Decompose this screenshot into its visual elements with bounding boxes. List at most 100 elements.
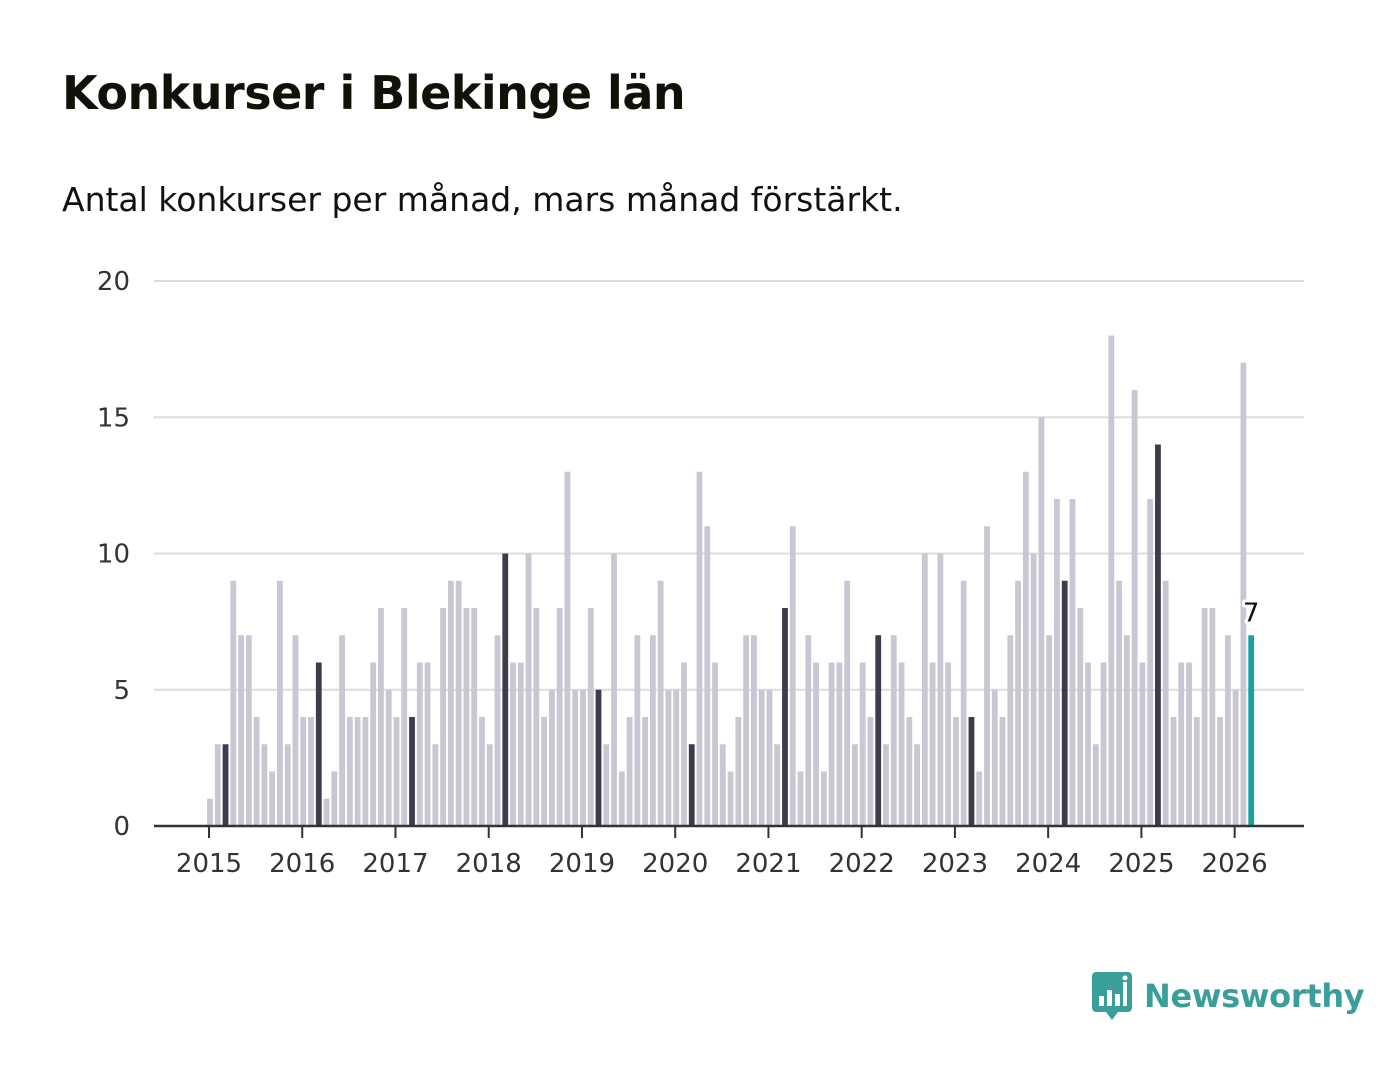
y-tick-label-5: 5	[113, 676, 130, 706]
bar-35	[479, 717, 485, 826]
bar-38	[502, 553, 509, 826]
bar-37	[494, 635, 501, 826]
bar-92	[921, 553, 928, 826]
bar-64	[704, 526, 711, 826]
bar-51	[603, 744, 610, 826]
bar-128	[1201, 608, 1208, 826]
bar-127	[1193, 717, 1200, 826]
bar-123	[1162, 580, 1169, 826]
bar-104	[1015, 580, 1021, 826]
bar-59	[665, 689, 672, 826]
bar-1	[214, 744, 221, 826]
bar-131	[1224, 635, 1231, 826]
x-tick-label-2015: 2015	[176, 849, 242, 879]
bar-chart-bubble-icon	[1092, 972, 1132, 1020]
bar-9	[277, 580, 283, 826]
bar-79	[820, 771, 827, 826]
bar-40	[517, 662, 524, 826]
bar-11	[292, 635, 299, 826]
bar-33	[463, 608, 470, 826]
bar-94	[937, 553, 944, 826]
bar-52	[611, 553, 617, 826]
bar-87	[883, 744, 889, 826]
bar-129	[1209, 608, 1216, 826]
chart-subtitle: Antal konkurser per månad, mars månad fö…	[62, 180, 903, 219]
y-tick-label-0: 0	[113, 812, 130, 842]
bar-25	[401, 608, 408, 826]
bar-39	[510, 662, 516, 826]
bar-71	[758, 689, 765, 826]
brand-name: Newsworthy	[1144, 977, 1365, 1015]
bar-30	[440, 608, 446, 826]
bar-19	[354, 717, 361, 826]
bar-78	[813, 662, 819, 826]
bar-113	[1085, 662, 1091, 826]
bar-83	[852, 744, 858, 826]
bar-5	[245, 635, 252, 826]
latest-value-label: 7	[1243, 598, 1260, 628]
bar-101	[991, 689, 998, 826]
bar-29	[432, 744, 439, 826]
bar-111	[1069, 499, 1076, 826]
bar-4	[238, 635, 244, 826]
bar-125	[1178, 662, 1185, 826]
bar-63	[696, 471, 703, 826]
bar-50	[595, 689, 602, 826]
bar-7	[261, 744, 268, 826]
bar-81	[836, 662, 843, 826]
x-tick-label-2017: 2017	[362, 849, 428, 879]
bar-68	[735, 717, 742, 826]
bar-112	[1077, 608, 1084, 826]
bar-32	[455, 580, 462, 826]
x-tick-label-2022: 2022	[829, 849, 895, 879]
bar-82	[844, 580, 851, 826]
grid-lines	[154, 280, 1304, 691]
bar-108	[1046, 635, 1053, 826]
y-tick-label-15: 15	[97, 403, 130, 433]
x-tick-label-2025: 2025	[1108, 849, 1174, 879]
bar-85	[867, 717, 874, 826]
bar-105	[1022, 471, 1029, 826]
bar-91	[914, 744, 920, 826]
bar-115	[1100, 662, 1107, 826]
bar-121	[1147, 499, 1154, 826]
bar-57	[649, 635, 656, 826]
bar-67	[727, 771, 734, 826]
bar-84	[859, 662, 866, 826]
bar-86	[875, 635, 882, 826]
bar-124	[1170, 717, 1177, 826]
bar-6	[253, 717, 260, 826]
bar-14	[315, 662, 322, 826]
bar-8	[269, 771, 276, 826]
bar-27	[416, 662, 423, 826]
bar-80	[828, 662, 835, 826]
bar-62	[688, 744, 695, 826]
bar-126	[1186, 662, 1192, 826]
bar-120	[1139, 662, 1146, 826]
bar-41	[525, 553, 532, 826]
bar-119	[1131, 390, 1138, 826]
x-tick-label-2016: 2016	[269, 849, 335, 879]
bar-17	[339, 635, 345, 826]
bar-109	[1054, 499, 1060, 826]
x-tick-label-2021: 2021	[735, 849, 801, 879]
bar-100	[984, 526, 990, 826]
bar-49	[587, 608, 594, 826]
bar-22	[378, 608, 384, 826]
x-tick-label-2024: 2024	[1015, 849, 1081, 879]
bar-44	[548, 689, 555, 826]
bar-106	[1030, 553, 1037, 826]
y-axis-ticks: 0 5 10 15 20	[97, 267, 130, 842]
bar-76	[797, 771, 804, 826]
bar-107	[1038, 417, 1045, 826]
bar-24	[393, 717, 400, 826]
bar-122	[1155, 444, 1161, 826]
bar-31	[447, 580, 454, 826]
bar-45	[556, 608, 563, 826]
y-tick-label-20: 20	[97, 267, 130, 297]
bar-46	[564, 471, 571, 826]
bar-47	[572, 689, 579, 826]
bar-133	[1240, 362, 1247, 826]
bar-18	[346, 717, 353, 826]
newsworthy-logo: Newsworthy	[1092, 972, 1365, 1020]
